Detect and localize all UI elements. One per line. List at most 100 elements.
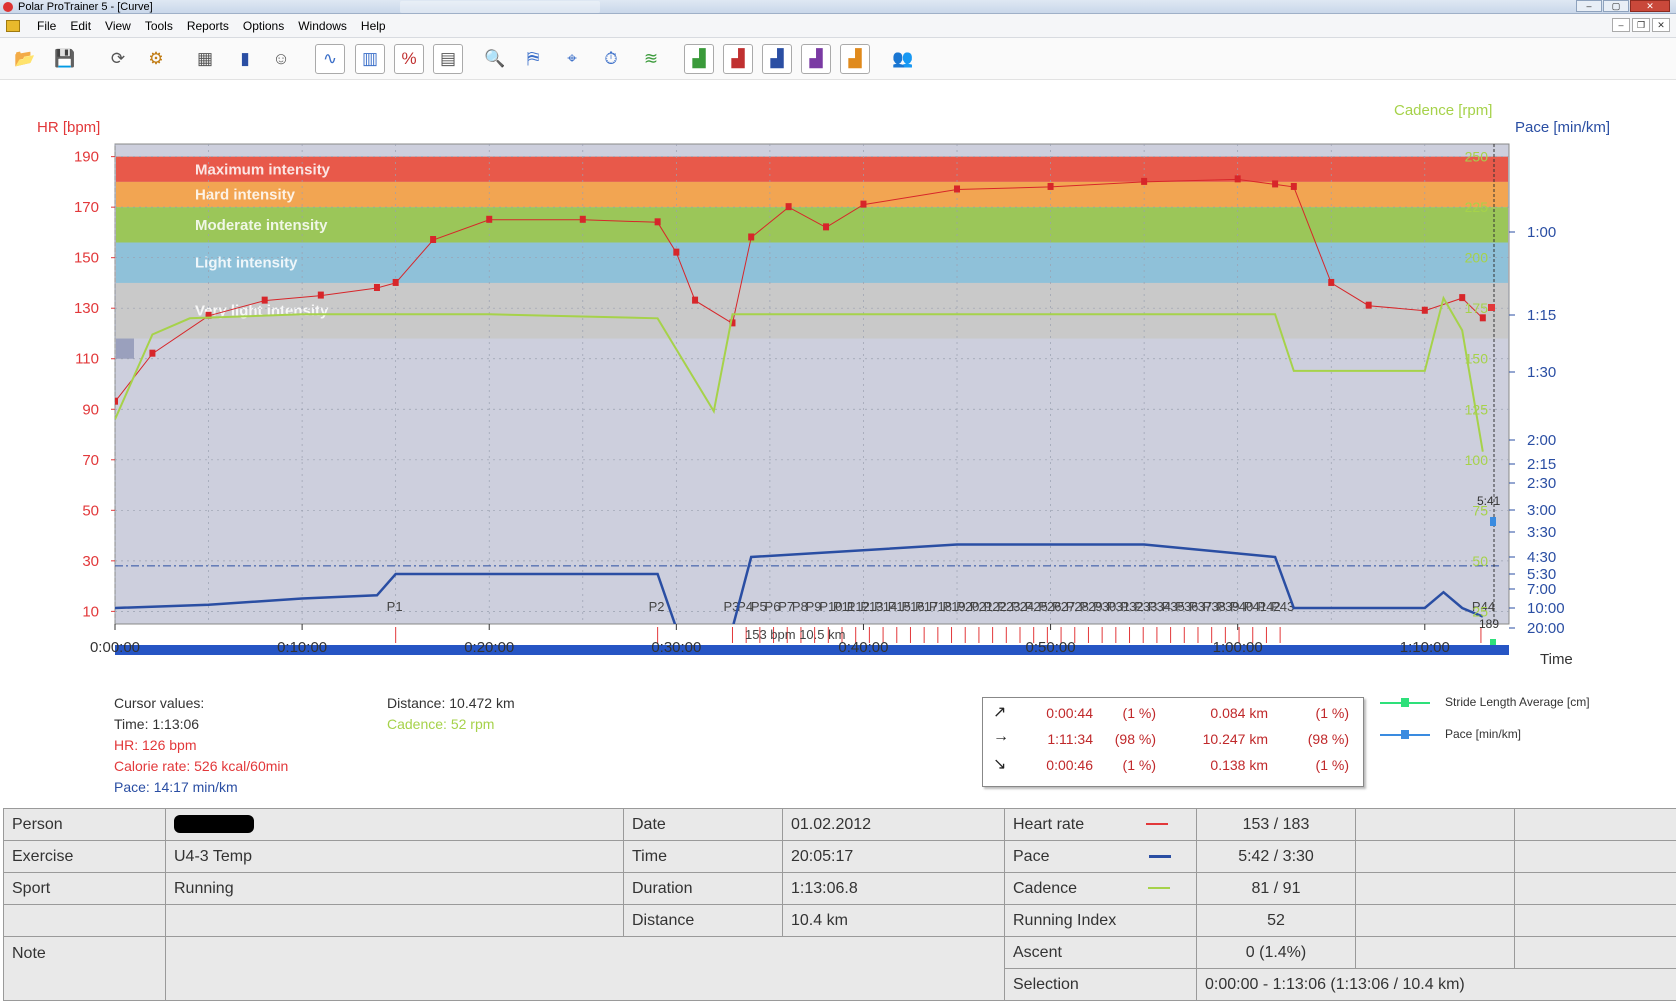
lap-label: P44 [1472,599,1495,614]
duration-label: Duration [623,872,783,905]
zone-band [116,207,1508,243]
menu-tools[interactable]: Tools [144,19,173,33]
bar-chart-icon[interactable]: ▥ [355,44,385,74]
exercise-label: Exercise [3,840,166,873]
sport-5-icon[interactable]: ▟ [840,44,870,74]
sport-label: Sport [3,872,166,905]
pace-tick-label: 3:30 [1527,524,1556,541]
pace-line [115,543,1484,624]
title-bar-background-tab [400,1,600,13]
menu-options[interactable]: Options [242,19,285,33]
menu-reports[interactable]: Reports [186,19,229,33]
empty-cell [1514,808,1676,841]
slope-dist-pct: (98 %) [1307,731,1349,747]
lap-label: P28 [1066,599,1089,614]
pace-tick-label: 10:00 [1527,600,1565,617]
grid-lines [114,144,1509,624]
percent-chart-icon[interactable]: % [394,44,424,74]
marker-chart-icon[interactable]: ⛿ [526,49,540,68]
time-label: Time [623,840,783,873]
sport-2-icon[interactable]: ▟ [723,44,753,74]
note-value[interactable] [165,936,1005,1001]
area-chart-icon[interactable]: ∿ [315,44,345,74]
slope-time-pct: (1 %) [1122,757,1156,773]
zone-band [116,156,1508,182]
open-folder-icon[interactable]: 📂 [14,49,36,68]
person-label: Person [3,808,166,841]
menu-bar: File Edit View Tools Reports Options Win… [0,14,1676,38]
book-icon[interactable]: ▮ [240,49,250,68]
hr-label: Heart rate [1013,815,1085,833]
lap-label: P39 [1216,599,1239,614]
hr-point [785,203,792,211]
lap-label: P35 [1162,599,1185,614]
hr-point [205,311,212,319]
overlay-readout: 153 bpm 10.5 km [745,627,845,642]
menu-file[interactable]: File [37,19,57,33]
document-menu-icon[interactable] [6,20,20,32]
menu-windows[interactable]: Windows [298,19,347,33]
cadence-tick-label: 150 [1465,351,1489,367]
cadence-tick-label: 175 [1465,300,1489,316]
sync-icon[interactable]: ⟳ [110,49,126,68]
calendar-icon[interactable]: ▦ [196,49,214,68]
maximize-icon[interactable]: ▢ [1603,0,1629,12]
slope-row-flat: → 1:11:34 (98 %) 10.247 km (98 %) [983,726,1363,752]
empty-cell [1355,936,1515,969]
cursor-title: Cursor values: [114,695,205,711]
downhill-arrow-icon: ↘ [993,756,1007,773]
sport-3-icon[interactable]: ▟ [762,44,792,74]
zone-label: Hard intensity [195,187,296,204]
time-tick-label: 0:10:00 [277,639,327,656]
sport-4-icon[interactable]: ▟ [801,44,831,74]
lap-label: P43 [1271,599,1294,614]
lap-label: P7 [778,599,794,614]
location-icon[interactable]: ⌖ [567,49,577,68]
curve-chart[interactable]: Maximum intensity Hard intensity Moderate … [0,80,1676,680]
pace-tick-label: 4:30 [1527,549,1556,566]
doc-restore-icon[interactable]: ❐ [1632,18,1650,32]
time-tick-label: 1:00:00 [1213,639,1263,656]
lap-label: P42 [1257,599,1280,614]
hr-point [115,397,118,405]
empty-cell [165,904,624,937]
menu-help[interactable]: Help [360,19,386,33]
exercise-summary-table: Person Date 01.02.2012 Heart rate 153 / … [3,808,1676,1001]
minimize-icon[interactable]: – [1576,0,1602,12]
table-icon[interactable]: ▤ [433,44,463,74]
hr-point [654,218,661,226]
lap-label: P12 [847,599,870,614]
hr-tick-label: 90 [82,401,99,418]
selection-label: Selection [1004,968,1197,1001]
redacted-name [174,815,254,834]
cursor-hr: HR: 126 bpm [114,737,197,753]
doc-close-icon[interactable]: ✕ [1652,18,1670,32]
slope-time-pct: (98 %) [1114,731,1156,747]
hr-swatch [1146,823,1169,826]
save-icon[interactable]: 💾 [54,49,76,68]
user-chat-icon[interactable]: ☺ [272,49,290,68]
cursor-stride-marker [1490,639,1496,645]
duration-value: 1:13:06.8 [782,872,1005,905]
zone-band [116,181,1508,208]
sport-1-icon[interactable]: ▟ [684,44,714,74]
menu-view[interactable]: View [105,19,131,33]
hr-tick-label: 110 [75,351,99,368]
zoom-icon[interactable]: 🔍 [484,49,506,68]
close-icon[interactable]: ✕ [1630,0,1670,12]
cadence-tick-label: 250 [1465,149,1489,165]
slope-row-down: ↘ 0:00:46 (1 %) 0.138 km (1 %) [983,752,1363,778]
zone-edge [116,338,134,359]
document-window-controls: – ❐ ✕ [1610,18,1670,32]
lap-label: P5 [751,599,767,614]
pace-swatch [1149,854,1172,858]
multi-curve-icon[interactable]: ≋ [643,49,659,68]
lap-icon[interactable]: ⏱ [604,49,618,68]
lap-label: P10 [819,599,842,614]
settings-gear-icon[interactable]: ⚙ [148,49,164,68]
users-icon[interactable]: 👥 [892,49,914,68]
doc-minimize-icon[interactable]: – [1612,18,1630,32]
menu-edit[interactable]: Edit [70,19,92,33]
empty-cell [1514,840,1676,873]
hr-point [860,200,867,208]
